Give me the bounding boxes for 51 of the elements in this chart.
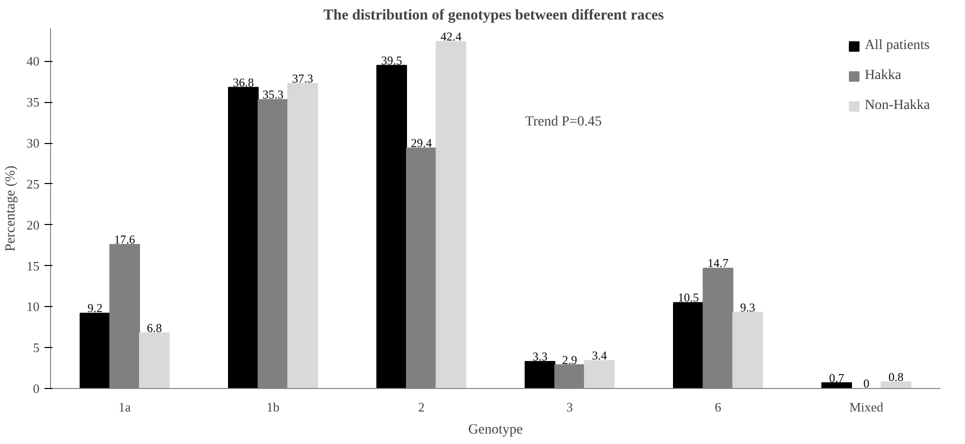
y-tick-label: 5 bbox=[33, 340, 40, 356]
bar bbox=[732, 312, 763, 388]
bar bbox=[436, 41, 466, 388]
x-tick-label: 1b bbox=[266, 400, 280, 414]
data-label: 0.7 bbox=[829, 370, 844, 385]
y-axis-title: Percentage (%) bbox=[4, 165, 18, 252]
data-label: 39.5 bbox=[381, 53, 402, 68]
data-label: 9.3 bbox=[740, 300, 756, 314]
legend-label: Hakka bbox=[864, 68, 902, 84]
x-tick-label: 3 bbox=[566, 400, 573, 414]
data-label: 37.3 bbox=[292, 71, 314, 86]
annotation: Trend P=0.45 bbox=[525, 114, 602, 130]
data-label: 29.4 bbox=[410, 136, 432, 150]
bar bbox=[584, 360, 615, 388]
data-label: 0 bbox=[863, 376, 870, 390]
y-tick-label: 35 bbox=[26, 94, 40, 110]
legend-label: Non-Hakka bbox=[864, 98, 930, 114]
x-tick-label: 2 bbox=[418, 400, 425, 414]
data-label: 35.3 bbox=[262, 88, 284, 102]
y-tick-label: 30 bbox=[26, 136, 40, 151]
data-label: 9.2 bbox=[88, 301, 102, 316]
x-axis-title: Genotype bbox=[468, 422, 523, 438]
bar bbox=[673, 302, 704, 388]
data-label: 2.9 bbox=[562, 352, 578, 367]
x-tick-label: 1a bbox=[118, 400, 132, 414]
x-tick-label: Mixed bbox=[849, 400, 884, 414]
y-tick-label: 40 bbox=[26, 54, 40, 69]
data-label: 0.8 bbox=[888, 370, 904, 384]
data-label: 17.6 bbox=[114, 232, 136, 246]
data-label: 3.3 bbox=[532, 350, 548, 364]
bar bbox=[524, 361, 556, 388]
data-label: 3.4 bbox=[592, 348, 607, 363]
data-label: 36.8 bbox=[232, 75, 254, 90]
chart-title: The distribution of genotypes between different races bbox=[323, 8, 664, 24]
bar bbox=[139, 332, 170, 388]
data-label: 42.4 bbox=[440, 30, 462, 44]
y-tick-label: 0 bbox=[33, 381, 40, 396]
data-label: 10.5 bbox=[678, 290, 699, 305]
bar bbox=[228, 86, 259, 388]
x-tick-label: 6 bbox=[714, 400, 722, 414]
bar bbox=[880, 381, 912, 388]
legend-label: All patients bbox=[864, 38, 930, 54]
y-tick-label: 20 bbox=[26, 217, 40, 232]
bar bbox=[287, 82, 318, 388]
y-tick-label: 25 bbox=[26, 176, 40, 192]
y-tick-label: 10 bbox=[26, 299, 40, 314]
bar bbox=[80, 312, 110, 388]
data-label: 6.8 bbox=[146, 320, 162, 335]
data-label: 14.7 bbox=[708, 256, 728, 270]
y-tick-label: 15 bbox=[26, 258, 40, 274]
bar bbox=[376, 64, 407, 388]
